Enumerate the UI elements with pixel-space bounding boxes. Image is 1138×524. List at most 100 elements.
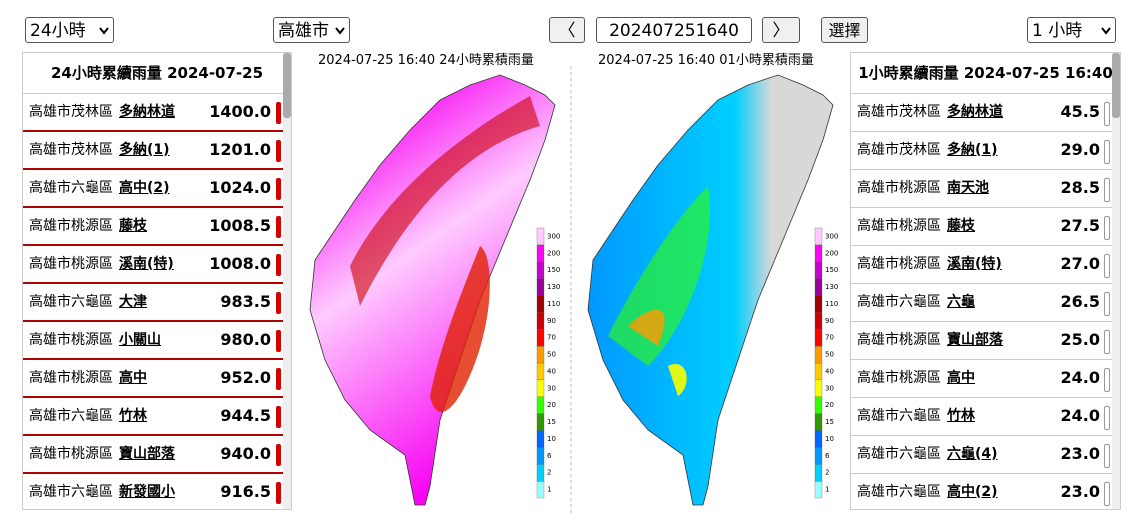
station-link[interactable]: 竹林 xyxy=(947,408,975,424)
city-text: 高雄市 xyxy=(278,21,329,41)
station-link[interactable]: 高中 xyxy=(119,370,147,386)
district: 高雄市茂林區 xyxy=(857,142,941,158)
station-link[interactable]: 溪南(特) xyxy=(947,256,1002,272)
station-link[interactable]: 六龜 xyxy=(947,294,975,310)
station-link[interactable]: 高中(2) xyxy=(119,180,170,196)
indicator xyxy=(276,178,281,200)
station-link[interactable]: 藤枝 xyxy=(119,218,147,234)
rain-value: 24.0 xyxy=(1060,406,1100,425)
scale-box xyxy=(536,379,545,397)
station-link[interactable]: 高中 xyxy=(947,370,975,386)
left-scale: 1 2 6 10 15 20 30 40 50 70 90 110 130 150 200 300 xyxy=(536,227,560,499)
district: 高雄市六龜區 xyxy=(857,484,941,500)
row[interactable]: 高雄市桃源區 藤枝 1008.5 xyxy=(23,208,291,246)
row[interactable]: 高雄市六龜區 高中(2) 23.0 xyxy=(851,474,1120,509)
select-button[interactable]: 選擇 xyxy=(821,17,868,43)
station-link[interactable]: 竹林 xyxy=(119,408,147,424)
scale-box xyxy=(814,413,823,431)
district: 高雄市六龜區 xyxy=(29,180,113,196)
row[interactable]: 高雄市六龜區 竹林 24.0 xyxy=(851,398,1120,436)
station-link[interactable]: 大津 xyxy=(119,294,147,310)
interval-text: 1 小時 xyxy=(1032,21,1083,41)
scale-label: 15 xyxy=(825,418,834,426)
scale-box xyxy=(814,295,823,313)
indicator xyxy=(1104,292,1110,316)
indicator xyxy=(276,482,281,504)
indicator xyxy=(276,102,281,124)
station-link[interactable]: 六龜(4) xyxy=(947,446,998,462)
city-select[interactable]: 高雄市 xyxy=(273,17,350,43)
row[interactable]: 高雄市桃源區 高中 952.0 xyxy=(23,360,291,398)
row[interactable]: 高雄市桃源區 寶山部落 940.0 xyxy=(23,436,291,474)
district: 高雄市茂林區 xyxy=(29,104,113,120)
scale-box xyxy=(536,430,545,448)
row[interactable]: 高雄市茂林區 多納林道 45.5 xyxy=(851,94,1120,132)
row[interactable]: 高雄市桃源區 寶山部落 25.0 xyxy=(851,322,1120,360)
scrollbar[interactable] xyxy=(283,53,291,509)
scale-label: 90 xyxy=(547,317,556,325)
station-link[interactable]: 多納林道 xyxy=(947,104,1003,120)
district: 高雄市桃源區 xyxy=(857,332,941,348)
row[interactable]: 高雄市桃源區 高中 24.0 xyxy=(851,360,1120,398)
right-rows: 高雄市茂林區 多納林道 45.5 高雄市茂林區 多納(1) 29.0 高雄市桃源區 南天池 28… xyxy=(851,94,1120,509)
indicator xyxy=(1104,178,1110,202)
row[interactable]: 高雄市茂林區 多納(1) 29.0 xyxy=(851,132,1120,170)
row[interactable]: 高雄市六龜區 竹林 944.5 xyxy=(23,398,291,436)
scale-box xyxy=(814,464,823,482)
row[interactable]: 高雄市六龜區 高中(2) 1024.0 xyxy=(23,170,291,208)
station-link[interactable]: 藤枝 xyxy=(947,218,975,234)
rain-value: 1400.0 xyxy=(209,102,271,121)
scale-box xyxy=(536,480,545,499)
row[interactable]: 高雄市桃源區 溪南(特) 1008.0 xyxy=(23,246,291,284)
scale-box xyxy=(814,447,823,465)
row[interactable]: 高雄市桃源區 南天池 28.5 xyxy=(851,170,1120,208)
district: 高雄市六龜區 xyxy=(857,446,941,462)
district: 高雄市六龜區 xyxy=(857,408,941,424)
scale-label: 90 xyxy=(825,317,834,325)
indicator xyxy=(276,406,281,428)
district: 高雄市桃源區 xyxy=(29,332,113,348)
station-link[interactable]: 多納(1) xyxy=(947,142,998,158)
row[interactable]: 高雄市茂林區 多納(1) 1201.0 xyxy=(23,132,291,170)
interval-select[interactable]: 1 小時 xyxy=(1027,17,1116,43)
station-link[interactable]: 寶山部落 xyxy=(119,446,175,462)
next-button[interactable]: 〉 xyxy=(762,17,800,43)
scrollbar[interactable] xyxy=(1112,53,1120,509)
indicator xyxy=(1104,444,1110,468)
station-link[interactable]: 溪南(特) xyxy=(119,256,174,272)
scale-box xyxy=(814,278,823,296)
indicator xyxy=(1104,330,1110,354)
rain-value: 26.5 xyxy=(1060,292,1100,311)
scale-label: 40 xyxy=(825,367,834,375)
row[interactable]: 高雄市六龜區 六龜(4) 23.0 xyxy=(851,436,1120,474)
prev-button[interactable]: 〈 xyxy=(549,17,585,43)
station-link[interactable]: 南天池 xyxy=(947,180,989,196)
rain-value: 28.5 xyxy=(1060,178,1100,197)
station-link[interactable]: 高中(2) xyxy=(947,484,998,500)
scale-box xyxy=(814,345,823,364)
rain-value: 944.5 xyxy=(220,406,271,425)
row[interactable]: 高雄市桃源區 小關山 980.0 xyxy=(23,322,291,360)
datetime-input[interactable]: 202407251640 xyxy=(596,17,752,43)
station-link[interactable]: 多納(1) xyxy=(119,142,170,158)
district: 高雄市桃源區 xyxy=(29,218,113,234)
left-map-title: 2024-07-25 16:40 24小時累積雨量 xyxy=(318,53,534,68)
period-select[interactable]: 24小時 xyxy=(25,17,114,43)
station-link[interactable]: 寶山部落 xyxy=(947,332,1003,348)
row[interactable]: 高雄市茂林區 多納林道 1400.0 xyxy=(23,94,291,132)
station-link[interactable]: 多納林道 xyxy=(119,104,175,120)
row[interactable]: 高雄市桃源區 藤枝 27.5 xyxy=(851,208,1120,246)
scale-label: 50 xyxy=(547,351,556,359)
station-link[interactable]: 新發國小 xyxy=(119,484,175,500)
scale-box xyxy=(814,261,823,279)
indicator xyxy=(276,368,281,390)
row[interactable]: 高雄市六龜區 新發國小 916.5 xyxy=(23,474,291,509)
indicator xyxy=(1104,368,1110,392)
scale-label: 300 xyxy=(825,232,838,240)
station-link[interactable]: 小關山 xyxy=(119,332,161,348)
row[interactable]: 高雄市桃源區 溪南(特) 27.0 xyxy=(851,246,1120,284)
row[interactable]: 高雄市六龜區 大津 983.5 xyxy=(23,284,291,322)
row[interactable]: 高雄市六龜區 六龜 26.5 xyxy=(851,284,1120,322)
indicator xyxy=(276,216,281,238)
